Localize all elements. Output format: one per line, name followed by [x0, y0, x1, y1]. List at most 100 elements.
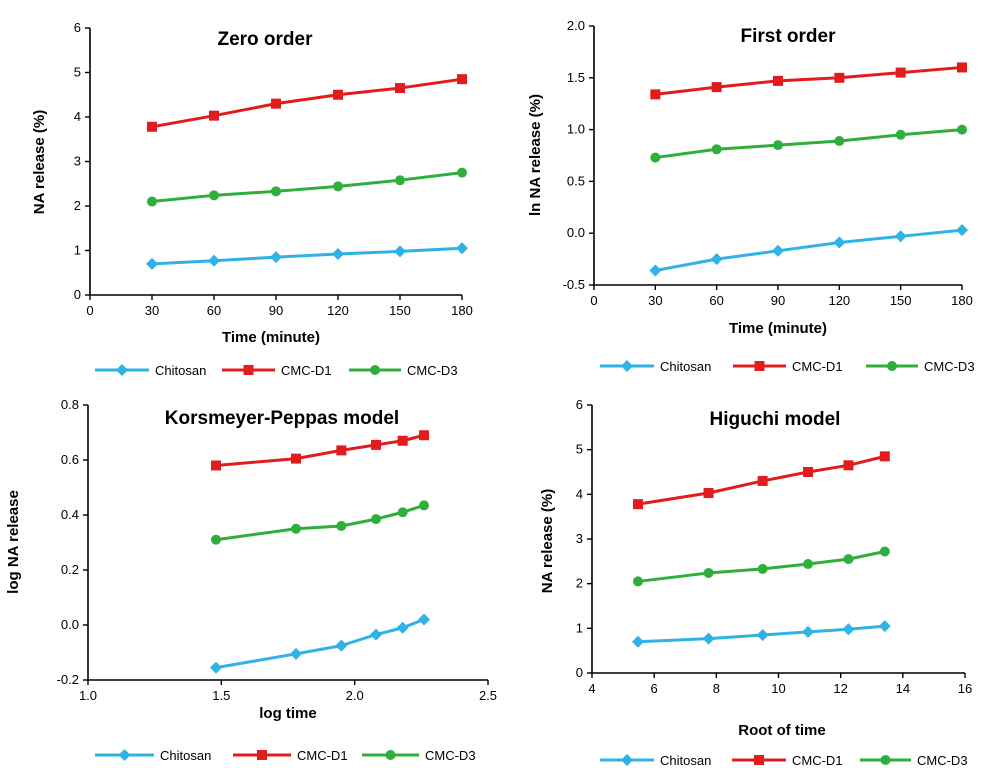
data-point — [291, 453, 301, 464]
legend-item-cmc-d3: CMC-D3 — [860, 753, 968, 768]
legend-label: Chitosan — [660, 753, 711, 768]
x-axis-label: Time (minute) — [222, 329, 320, 346]
legend-marker — [621, 754, 633, 766]
data-point — [457, 167, 467, 178]
x-tick-label: 1.5 — [212, 688, 230, 703]
legend-marker — [880, 755, 891, 765]
legend-label: Chitosan — [160, 748, 211, 763]
y-tick-label: 2.0 — [567, 18, 585, 33]
series-chitosan — [210, 613, 430, 674]
y-tick-label: 6 — [576, 397, 583, 412]
y-axis-label: NA release (%) — [539, 489, 556, 594]
series-line — [655, 65, 963, 96]
x-tick-label: 60 — [709, 293, 723, 308]
series-cmc-d3 — [211, 500, 429, 545]
series-line — [215, 618, 425, 670]
data-point — [773, 75, 783, 86]
y-axis-label: ln NA release (%) — [527, 94, 544, 216]
y-tick-label: 0.2 — [61, 562, 79, 577]
data-point — [895, 129, 906, 140]
legend-item-chitosan: Chitosan — [600, 753, 711, 768]
legend-item-cmc-d1: CMC-D1 — [222, 363, 332, 378]
data-point — [650, 89, 661, 100]
data-point — [803, 467, 814, 477]
x-tick-label: 1.0 — [79, 688, 97, 703]
series-line — [637, 454, 886, 506]
series-line — [655, 128, 963, 160]
x-tick-label: 30 — [145, 303, 159, 318]
series-cmc-d1 — [147, 74, 467, 132]
series-line — [637, 624, 885, 644]
data-point — [757, 475, 768, 486]
x-tick-label: 0 — [86, 303, 93, 318]
legend-marker — [370, 365, 380, 375]
data-point — [843, 554, 854, 565]
y-axis-label: NA release (%) — [31, 110, 48, 215]
data-point — [335, 639, 348, 652]
y-tick-label: 0.6 — [61, 452, 79, 467]
data-point — [803, 559, 814, 570]
data-point — [894, 230, 907, 243]
x-tick-label: 2.0 — [346, 688, 364, 703]
legend-label: CMC-D1 — [792, 753, 843, 768]
x-tick-label: 120 — [828, 293, 850, 308]
series-cmc-d1 — [650, 62, 967, 100]
y-tick-label: 1 — [576, 620, 583, 635]
data-point — [397, 435, 408, 446]
data-point — [772, 244, 784, 257]
legend-marker — [621, 360, 633, 372]
x-tick-label: 14 — [896, 681, 910, 696]
y-tick-label: 0.0 — [61, 617, 79, 632]
y-tick-label: 1.5 — [567, 70, 585, 85]
y-tick-label: 1 — [74, 243, 81, 258]
x-tick-label: 120 — [327, 303, 349, 318]
series-line — [151, 171, 463, 204]
data-point — [291, 523, 301, 534]
data-point — [757, 563, 768, 574]
x-tick-label: 4 — [588, 681, 595, 696]
legend-item-chitosan: Chitosan — [600, 359, 711, 374]
y-tick-label: 6 — [74, 20, 81, 35]
data-point — [802, 625, 815, 638]
y-tick-label: 2 — [74, 198, 81, 213]
x-tick-label: 150 — [389, 303, 411, 318]
data-point — [419, 430, 429, 441]
x-tick-label: 16 — [958, 681, 972, 696]
chart-title: Korsmeyer-Peppas model — [165, 408, 399, 429]
data-point — [418, 613, 430, 626]
data-point — [633, 576, 644, 587]
data-point — [756, 629, 769, 642]
x-axis-label: log time — [259, 705, 317, 722]
data-point — [834, 72, 845, 83]
series-cmc-d1 — [211, 430, 429, 471]
data-point — [333, 89, 343, 100]
legend-item-cmc-d1: CMC-D1 — [733, 359, 843, 374]
series-line — [215, 503, 425, 542]
x-tick-label: 60 — [207, 303, 221, 318]
legend-label: Chitosan — [155, 363, 206, 378]
legend-item-cmc-d3: CMC-D3 — [349, 363, 458, 378]
data-point — [395, 175, 405, 186]
x-tick-label: 90 — [771, 293, 785, 308]
data-point — [957, 62, 967, 73]
data-point — [147, 121, 157, 132]
data-point — [650, 152, 661, 163]
y-tick-label: 0.5 — [567, 173, 585, 188]
series-line — [655, 228, 963, 272]
data-point — [711, 144, 722, 155]
series-cmc-d1 — [633, 451, 890, 510]
legend-item-chitosan: Chitosan — [95, 748, 211, 763]
legend-marker — [243, 365, 254, 375]
y-tick-label: 0.8 — [61, 397, 79, 412]
series-chitosan — [632, 620, 891, 648]
legend-item-cmc-d1: CMC-D1 — [233, 748, 348, 763]
data-point — [957, 124, 967, 135]
data-point — [208, 254, 220, 267]
y-tick-label: 5 — [74, 65, 81, 80]
data-point — [397, 507, 408, 518]
data-point — [649, 264, 662, 277]
data-point — [211, 534, 221, 545]
legend-label: Chitosan — [660, 359, 711, 374]
chart-title: Higuchi model — [710, 409, 841, 430]
